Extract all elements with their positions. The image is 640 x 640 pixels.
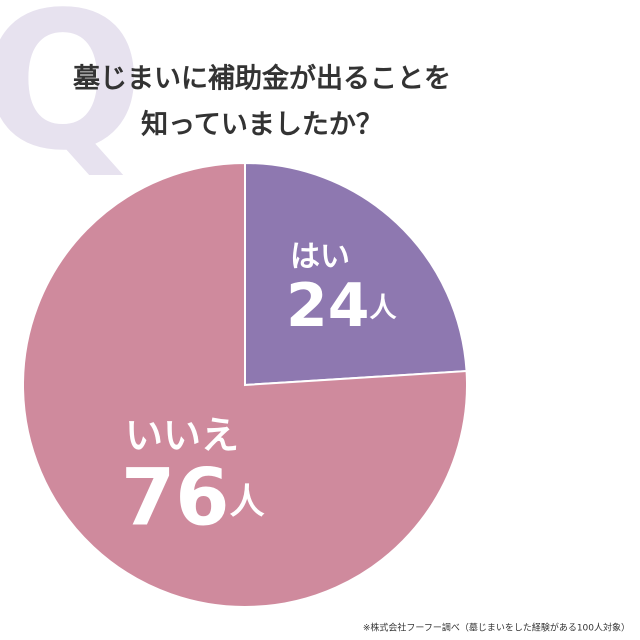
pie-slice	[244, 161, 468, 387]
chart-title: 知っていましたか？	[141, 110, 383, 141]
footnote: ※株式会社フーフー調べ（墓じまいをした経験がある100人対象）	[363, 622, 630, 634]
watermark: Q	[0, 0, 144, 192]
value-label: 76人	[121, 454, 265, 544]
category-label: はい	[290, 240, 350, 275]
value-label: 24人	[286, 271, 397, 341]
pie-slice	[22, 161, 468, 608]
chart-title: 墓じまいに補助金が出ることを	[72, 63, 451, 95]
category-label: いいえ	[125, 414, 239, 458]
